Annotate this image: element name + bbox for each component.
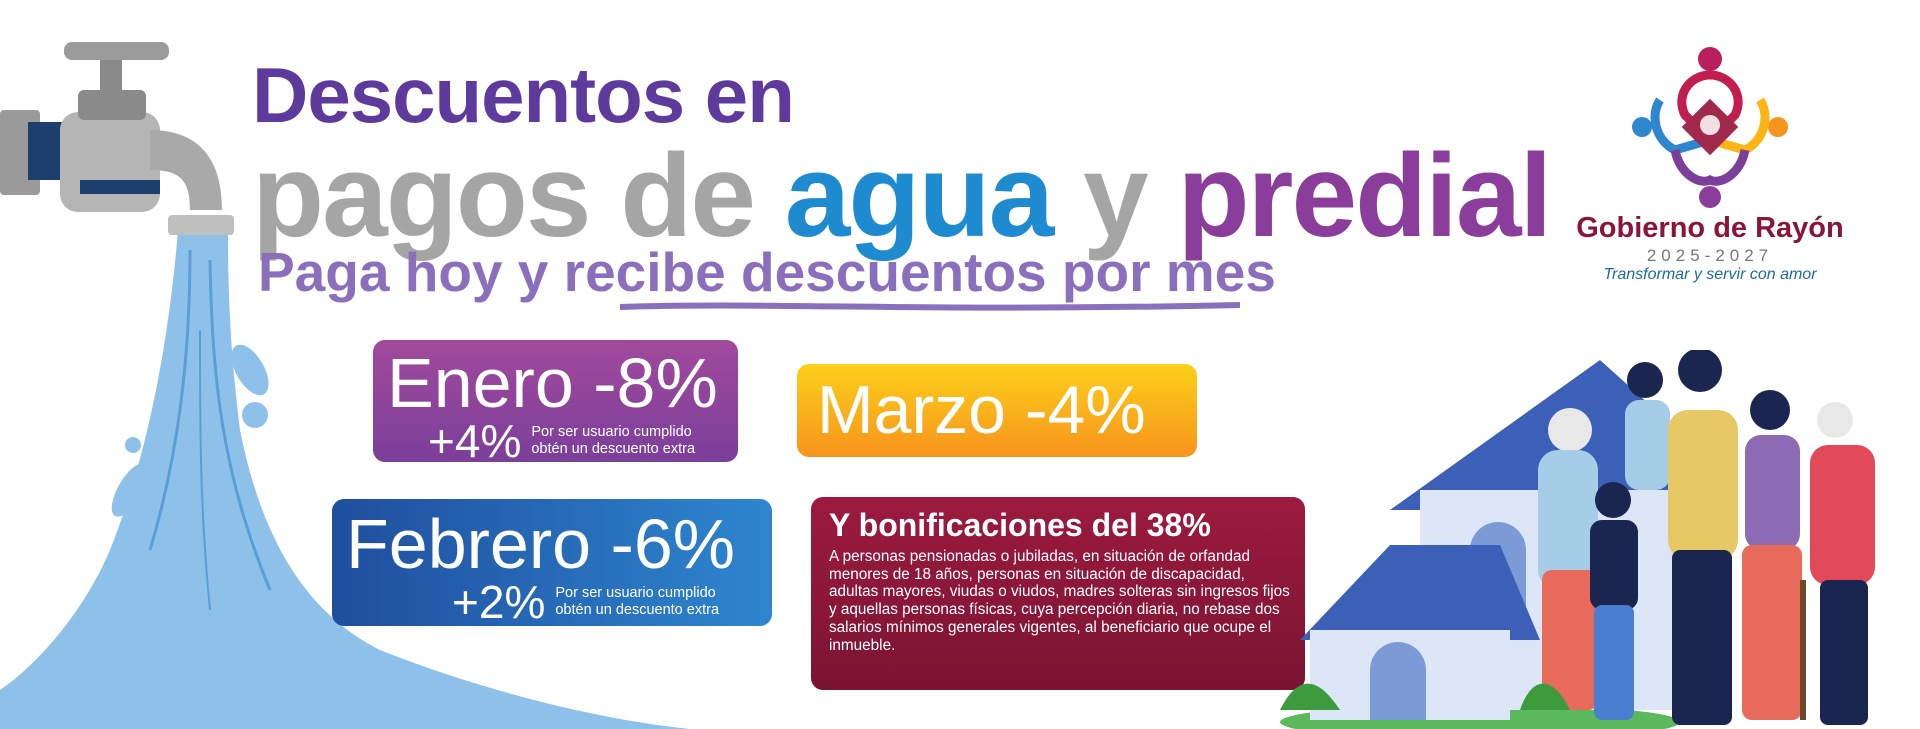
headline-word-pagos: pagos de: [252, 130, 756, 262]
card-enero-sub: +4% Por ser usuario cumplido obtén un de…: [428, 418, 695, 464]
card-marzo-main: Marzo -4%: [817, 372, 1146, 448]
card-enero-note: Por ser usuario cumplido obtén un descue…: [531, 424, 695, 457]
logo-name: Gobierno de Rayón: [1576, 212, 1844, 244]
gobierno-logo-icon: [1630, 45, 1790, 210]
card-enero-main: Enero -8%: [387, 344, 718, 422]
card-febrero-extra: +2%: [452, 576, 546, 628]
card-enero-note-line1: Por ser usuario cumplido: [531, 424, 692, 441]
card-febrero-sub: +2% Por ser usuario cumplido obtén un de…: [452, 579, 719, 625]
card-marzo: Marzo -4%: [797, 364, 1197, 457]
brush-underline: [620, 300, 1240, 314]
house-family-illustration: [1280, 350, 1920, 729]
card-enero-note-line2: obtén un descuento extra: [531, 441, 696, 457]
card-febrero-note: Por ser usuario cumplido obtén un descue…: [555, 585, 719, 618]
headline-line2: pagos de agua y predial: [252, 128, 1552, 264]
card-enero-extra: +4%: [428, 415, 522, 467]
headline-line3: Paga hoy y recibe descuentos por mes: [258, 241, 1276, 303]
card-febrero-note-line2: obtén un descuento extra: [555, 602, 720, 618]
headline-word-y: y: [1083, 130, 1149, 262]
card-bonificaciones: Y bonificaciones del 38% A personas pens…: [811, 497, 1305, 690]
headline-word-predial: predial: [1177, 130, 1552, 262]
card-enero: Enero -8% +4% Por ser usuario cumplido o…: [373, 340, 738, 464]
water-faucet-illustration: [0, 30, 700, 729]
card-febrero-note-line1: Por ser usuario cumplido: [555, 585, 716, 602]
card-bonificaciones-text: A personas pensionadas o jubiladas, en s…: [829, 548, 1290, 654]
card-bonificaciones-title: Y bonificaciones del 38%: [829, 507, 1211, 543]
headline-word-agua: agua: [784, 130, 1054, 262]
headline-line1: Descuentos en: [252, 51, 795, 139]
logo-years: 2025-2027: [1646, 246, 1774, 265]
card-febrero-main: Febrero -6%: [346, 505, 736, 583]
card-febrero: Febrero -6% +2% Por ser usuario cumplido…: [332, 499, 772, 626]
logo-slogan: Transformar y servir con amor: [1603, 266, 1817, 283]
